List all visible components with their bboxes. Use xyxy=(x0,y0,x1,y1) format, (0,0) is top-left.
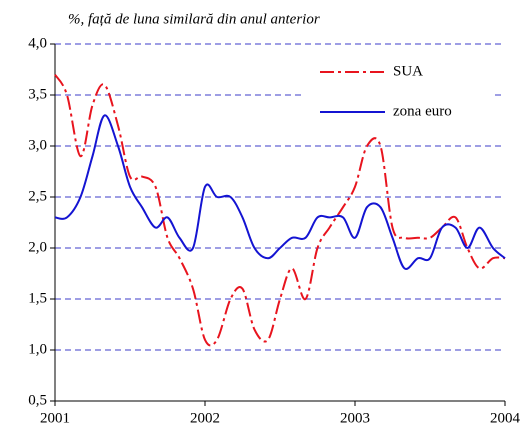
y-tick-label: 3,0 xyxy=(28,137,47,153)
x-tick-label: 2004 xyxy=(490,410,521,426)
x-tick-label: 2001 xyxy=(40,410,70,426)
legend-box xyxy=(305,58,495,130)
line-series xyxy=(54,114,506,271)
y-tick-label: 1,0 xyxy=(28,341,47,357)
line-series xyxy=(54,74,506,347)
y-tick-label: 0,5 xyxy=(28,392,47,408)
x-tick-label: 2003 xyxy=(340,410,370,426)
y-tick-label: 1,5 xyxy=(28,290,47,306)
y-tick-label: 4,0 xyxy=(28,35,47,51)
y-tick-label: 2,5 xyxy=(28,188,47,204)
axis-title: %, față de luna similară din anul anteri… xyxy=(68,11,320,27)
y-tick-label: 2,0 xyxy=(28,239,47,255)
legend-label: SUA xyxy=(393,63,423,79)
legend-label: zona euro xyxy=(393,103,452,119)
x-tick-label: 2002 xyxy=(190,410,220,426)
y-tick-label: 3,5 xyxy=(28,86,47,102)
